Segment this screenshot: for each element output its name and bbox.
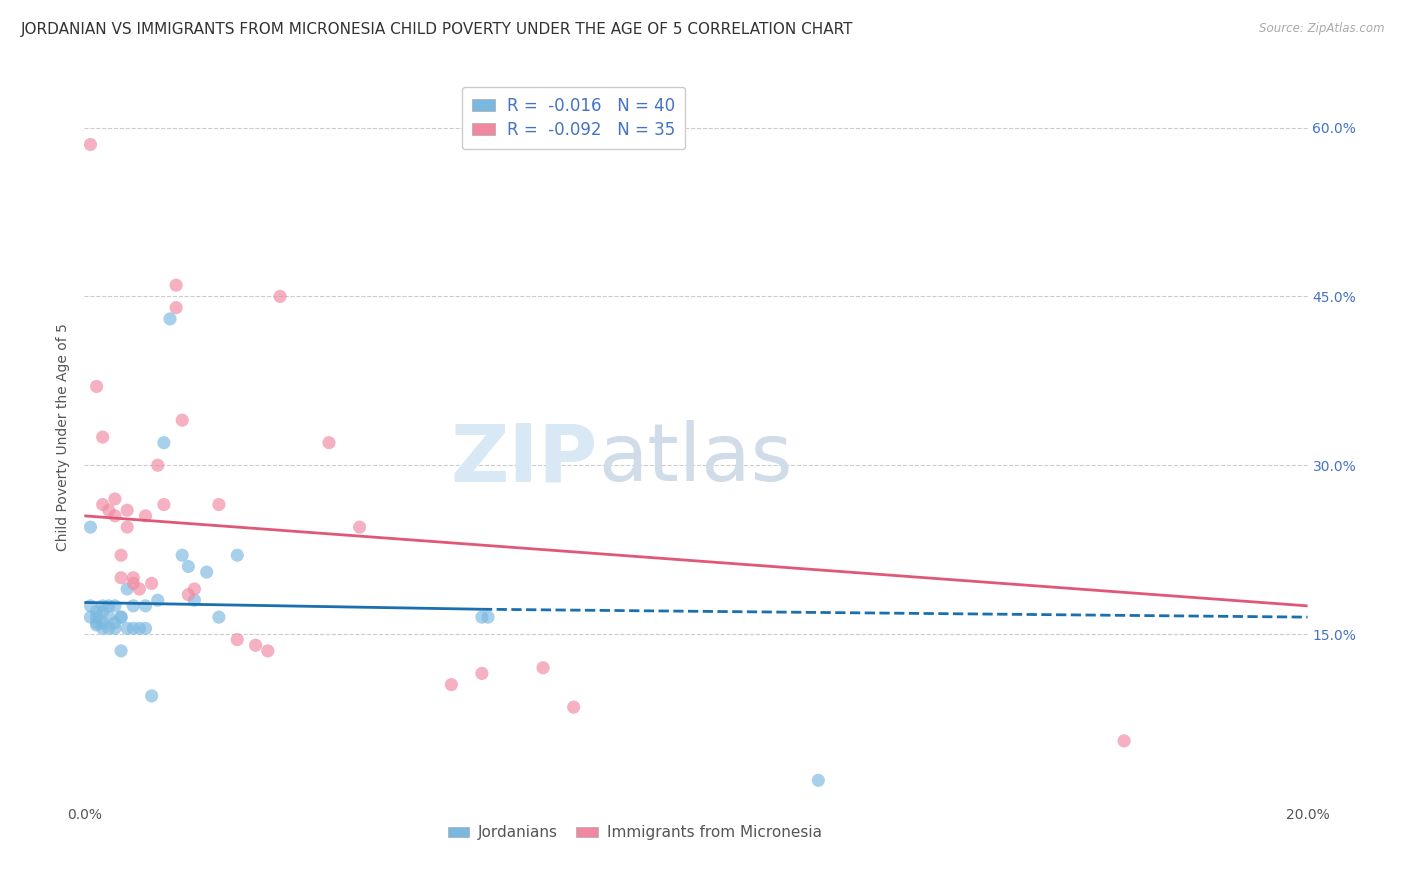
Point (226, 548, 249, 562)
Point (153, 498, 176, 512)
Point (226, 632, 249, 647)
Point (531, 661, 554, 675)
Point (115, 621, 138, 635)
Point (122, 576, 145, 591)
Point (91, 621, 114, 635)
Point (104, 621, 127, 635)
Point (135, 621, 157, 635)
Point (128, 621, 150, 635)
Point (122, 621, 145, 635)
Text: Source: ZipAtlas.com: Source: ZipAtlas.com (1260, 22, 1385, 36)
Point (269, 289, 291, 303)
Text: JORDANIAN VS IMMIGRANTS FROM MICRONESIA CHILD POVERTY UNDER THE AGE OF 5 CORRELA: JORDANIAN VS IMMIGRANTS FROM MICRONESIA … (21, 22, 853, 37)
Point (471, 610, 494, 624)
Point (177, 588, 200, 602)
Point (177, 559, 200, 574)
Point (97, 621, 120, 635)
Point (110, 610, 132, 624)
Point (91, 498, 114, 512)
Point (110, 610, 132, 624)
Point (97, 503, 120, 517)
Point (91, 605, 114, 619)
Point (183, 593, 205, 607)
Point (104, 491, 127, 506)
Point (165, 301, 187, 315)
Point (86, 618, 108, 632)
Point (440, 678, 463, 692)
Point (146, 593, 169, 607)
Point (122, 571, 145, 585)
Point (86, 610, 108, 624)
Point (115, 582, 138, 596)
Legend: Jordanians, Immigrants from Micronesia: Jordanians, Immigrants from Micronesia (441, 819, 828, 847)
Point (97, 599, 120, 613)
Point (110, 548, 132, 562)
Point (91, 599, 114, 613)
Point (122, 599, 145, 613)
Point (159, 312, 181, 326)
Point (110, 644, 132, 658)
Point (183, 582, 205, 596)
Point (91, 615, 114, 630)
Point (1114, 734, 1136, 748)
Point (165, 278, 187, 293)
Point (195, 565, 218, 579)
Point (104, 508, 127, 523)
Y-axis label: Child Poverty Under the Age of 5: Child Poverty Under the Age of 5 (56, 323, 70, 551)
Point (86, 615, 108, 630)
Point (349, 520, 371, 534)
Point (79, 599, 101, 613)
Point (172, 413, 194, 427)
Point (471, 666, 494, 681)
Point (115, 503, 138, 517)
Point (153, 435, 176, 450)
Point (97, 610, 120, 624)
Point (110, 571, 132, 585)
Point (562, 700, 585, 714)
Point (91, 430, 114, 444)
Point (86, 605, 108, 619)
Point (104, 599, 127, 613)
Point (245, 638, 267, 652)
Point (79, 137, 101, 152)
Point (79, 520, 101, 534)
Point (104, 615, 127, 630)
Point (79, 610, 101, 624)
Text: ZIP: ZIP (451, 420, 598, 498)
Point (208, 498, 231, 512)
Point (807, 773, 830, 788)
Point (477, 610, 499, 624)
Point (146, 458, 169, 473)
Point (172, 548, 194, 562)
Point (141, 689, 163, 703)
Point (318, 435, 340, 450)
Point (128, 582, 150, 596)
Point (135, 508, 157, 523)
Point (135, 599, 157, 613)
Point (257, 644, 280, 658)
Point (86, 379, 108, 393)
Text: atlas: atlas (598, 420, 793, 498)
Point (141, 576, 163, 591)
Point (115, 520, 138, 534)
Point (208, 610, 231, 624)
